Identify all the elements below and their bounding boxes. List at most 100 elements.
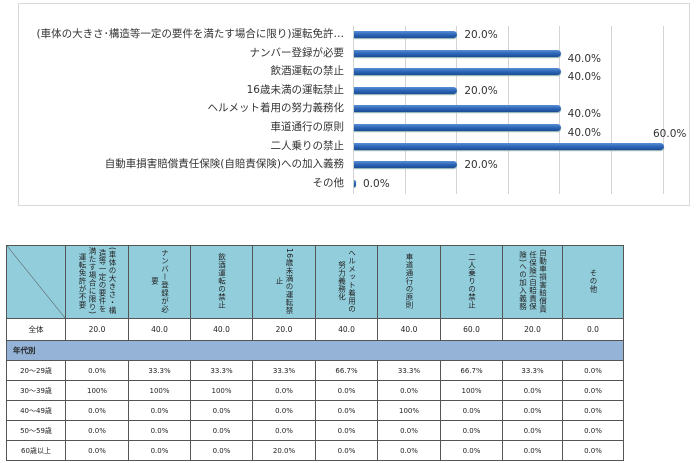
cell-value: 0.0% xyxy=(128,440,191,461)
category-label: 飲酒運転の禁止 xyxy=(270,65,345,78)
cell-value: 0.0% xyxy=(377,420,441,441)
table-row: 30～39歳 100% 100% 100% 0.0% 0.0% 0.0% 100% 0.0% 0.… xyxy=(6,380,624,401)
cell-value: 0.0% xyxy=(190,440,253,461)
column-header-label: ヘルメット着用の努力義務化 xyxy=(337,249,357,313)
section-label: 年代別 xyxy=(6,340,624,361)
cell-value: 0.0% xyxy=(377,440,441,461)
cell-value: 100% xyxy=(128,380,191,401)
column-header-label: 16歳未満の運転禁止 xyxy=(275,247,294,315)
column-header: 自動車損害賠償責任保険(自賠責保険)への加入義務 xyxy=(502,245,563,319)
bar xyxy=(354,68,561,76)
column-header: ナンバー登録が必要 xyxy=(128,245,191,319)
cell-value: 100% xyxy=(440,380,503,401)
category-label: ナンバー登録が必要 xyxy=(249,46,345,59)
category-label: その他 xyxy=(312,176,345,189)
cell-value: 0.0% xyxy=(502,380,563,401)
bar xyxy=(354,179,356,187)
cell-value: 40.0 xyxy=(190,318,253,341)
value-label: 40.0% xyxy=(567,71,602,84)
column-header-label: (車体の大きさ・構造等一定の要件を満たす場合に限り)運転免許が不要 xyxy=(78,247,117,315)
cell-value: 0.0% xyxy=(502,440,563,461)
table-row: 20～29歳 0.0% 33.3% 33.3% 33.3% 66.7% 33.3% 66.7%… xyxy=(6,360,624,381)
cell-value: 0.0% xyxy=(440,400,503,421)
category-label: (車体の大きさ･構造等一定の要件を満たす場合に限り)運転免許… xyxy=(36,28,344,40)
cell-value: 60.0 xyxy=(440,318,503,341)
row-label: 60歳以上 xyxy=(6,440,66,461)
value-label: 40.0% xyxy=(567,52,602,65)
cell-value: 0.0% xyxy=(65,440,129,461)
cell-value: 0.0% xyxy=(502,400,563,421)
bar xyxy=(354,161,458,169)
cell-value: 33.3% xyxy=(252,360,316,381)
cell-value: 0.0% xyxy=(315,380,378,401)
column-header: 16歳未満の運転禁止 xyxy=(252,245,316,319)
cell-value: 0.0% xyxy=(252,420,316,441)
gridline xyxy=(611,26,612,194)
bar-chart: (車体の大きさ･構造等一定の要件を満たす場合に限り)運転免許… 20.0% ナンバー… xyxy=(18,3,690,206)
cell-value: 0.0% xyxy=(65,360,129,381)
cell-value: 0.0% xyxy=(190,400,253,421)
column-header: 飲酒運転の禁止 xyxy=(190,245,253,319)
table-row: 50～59歳 0.0% 0.0% 0.0% 0.0% 0.0% 0.0% 0.0% 0.0% 0.… xyxy=(6,420,624,441)
cell-value: 0.0% xyxy=(65,400,129,421)
cell-value: 100% xyxy=(65,380,129,401)
column-header-label: その他 xyxy=(589,269,598,293)
row-label: 40～49歳 xyxy=(6,400,66,421)
category-label: 二人乗りの禁止 xyxy=(270,139,345,152)
column-header-label: 自動車損害賠償責任保険(自賠責保険)への加入義務 xyxy=(518,249,548,313)
category-label: 自動車損害賠償責任保険(自賠責保険)への加入義務 xyxy=(104,158,344,171)
column-header: (車体の大きさ・構造等一定の要件を満たす場合に限り)運転免許が不要 xyxy=(65,245,129,319)
cell-value: 33.3% xyxy=(377,360,441,381)
value-label: 20.0% xyxy=(464,29,498,41)
column-header-label: ナンバー登録が必要 xyxy=(150,249,170,313)
cell-value: 33.3% xyxy=(190,360,253,381)
cell-value: 0.0% xyxy=(252,400,316,421)
column-header: その他 xyxy=(562,245,624,319)
cell-value: 0.0% xyxy=(440,420,503,441)
cell-value: 66.7% xyxy=(315,360,378,381)
bar xyxy=(354,142,664,150)
value-label: 40.0% xyxy=(567,127,602,139)
row-label: 全体 xyxy=(6,318,66,341)
cell-value: 0.0% xyxy=(315,440,378,461)
cell-value: 0.0% xyxy=(562,380,624,401)
bar xyxy=(354,49,561,57)
cell-value: 0.0% xyxy=(190,420,253,441)
category-label: 16歳未満の運転禁止 xyxy=(246,83,344,96)
cell-value: 0.0% xyxy=(562,360,624,381)
cell-value: 0.0% xyxy=(65,420,129,441)
row-label: 50～59歳 xyxy=(6,420,66,441)
total-row: 全体 20.0 40.0 40.0 20.0 40.0 40.0 60.0 20.0 0.0 xyxy=(6,318,624,341)
row-label: 20～29歳 xyxy=(6,360,66,381)
cell-value: 33.3% xyxy=(128,360,191,381)
data-table: (車体の大きさ・構造等一定の要件を満たす場合に限り)運転免許が不要 ナンバー登録が… xyxy=(6,245,624,461)
gridline xyxy=(662,26,664,194)
table-header-row: (車体の大きさ・構造等一定の要件を満たす場合に限り)運転免許が不要 ナンバー登録が… xyxy=(6,245,624,319)
cell-value: 66.7% xyxy=(440,360,503,381)
column-header: 二人乗りの禁止 xyxy=(440,245,503,319)
category-label: 車道通行の原則 xyxy=(270,121,345,133)
cell-value: 0.0% xyxy=(252,380,316,401)
cell-value: 100% xyxy=(190,380,253,401)
table-row: 60歳以上 0.0% 0.0% 0.0% 20.0% 0.0% 0.0% 0.0% 0.0% 0.… xyxy=(6,440,624,461)
cell-value: 0.0% xyxy=(377,380,441,401)
cell-value: 20.0 xyxy=(252,318,316,341)
column-header: ヘルメット着用の努力義務化 xyxy=(315,245,378,319)
corner-cell xyxy=(6,245,66,319)
cell-value: 40.0 xyxy=(315,318,378,341)
cell-value: 20.0 xyxy=(502,318,563,341)
value-label: 40.0% xyxy=(567,108,602,121)
bar xyxy=(354,105,561,113)
bar xyxy=(354,86,458,94)
cell-value: 0.0% xyxy=(562,400,624,421)
value-label: 20.0% xyxy=(464,84,498,97)
gridline xyxy=(353,26,354,194)
value-label: 0.0% xyxy=(363,177,390,190)
value-label: 60.0% xyxy=(653,127,687,140)
value-label: 20.0% xyxy=(464,159,498,172)
cell-value: 20.0% xyxy=(252,440,316,461)
cell-value: 0.0% xyxy=(562,420,624,441)
cell-value: 40.0 xyxy=(377,318,441,341)
cell-value: 100% xyxy=(377,400,441,421)
category-label: ヘルメット着用の努力義務化 xyxy=(207,102,345,115)
